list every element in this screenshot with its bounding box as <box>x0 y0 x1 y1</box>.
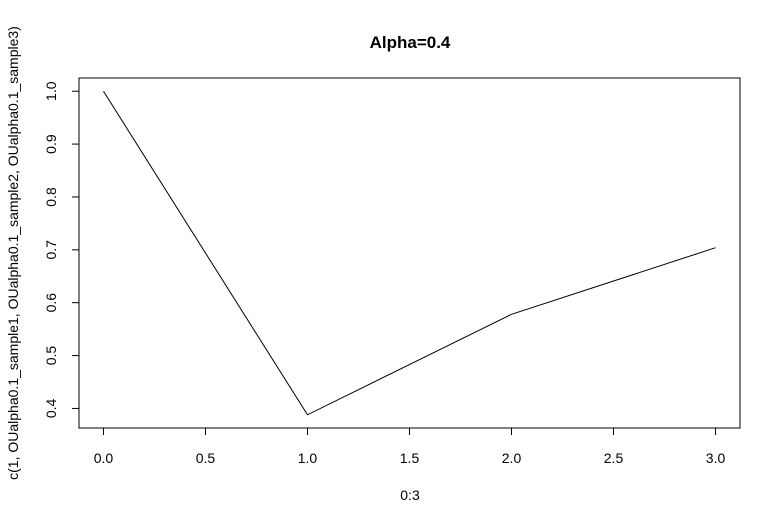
x-tick-label: 2.5 <box>604 450 624 466</box>
x-tick-label: 0.0 <box>94 450 114 466</box>
series-layer <box>103 90 716 416</box>
y-axis: 0.4 0.5 0.6 0.7 0.8 0.9 1.0 <box>43 81 79 418</box>
y-tick-label: 1.0 <box>43 81 59 101</box>
x-axis: 0.0 0.5 1.0 1.5 2.0 2.5 3.0 <box>94 428 726 466</box>
x-tick-label: 1.5 <box>400 450 420 466</box>
x-tick-label: 1.0 <box>298 450 318 466</box>
series-line <box>103 90 716 416</box>
y-tick-label: 0.9 <box>43 134 59 154</box>
x-tick-label: 0.5 <box>196 450 216 466</box>
chart-title: Alpha=0.4 <box>370 33 451 52</box>
x-tick-label: 3.0 <box>706 450 726 466</box>
y-tick-label: 0.8 <box>43 187 59 207</box>
y-axis-label: c(1, OUalpha0.1_sample1, OUalpha0.1_samp… <box>5 26 21 480</box>
plot-frame <box>78 77 741 429</box>
x-axis-label: 0:3 <box>400 487 420 503</box>
y-tick-label: 0.4 <box>43 398 59 418</box>
x-tick-label: 2.0 <box>502 450 522 466</box>
y-tick-label: 0.7 <box>43 240 59 260</box>
y-tick-label: 0.5 <box>43 346 59 366</box>
y-tick-label: 0.6 <box>43 293 59 313</box>
